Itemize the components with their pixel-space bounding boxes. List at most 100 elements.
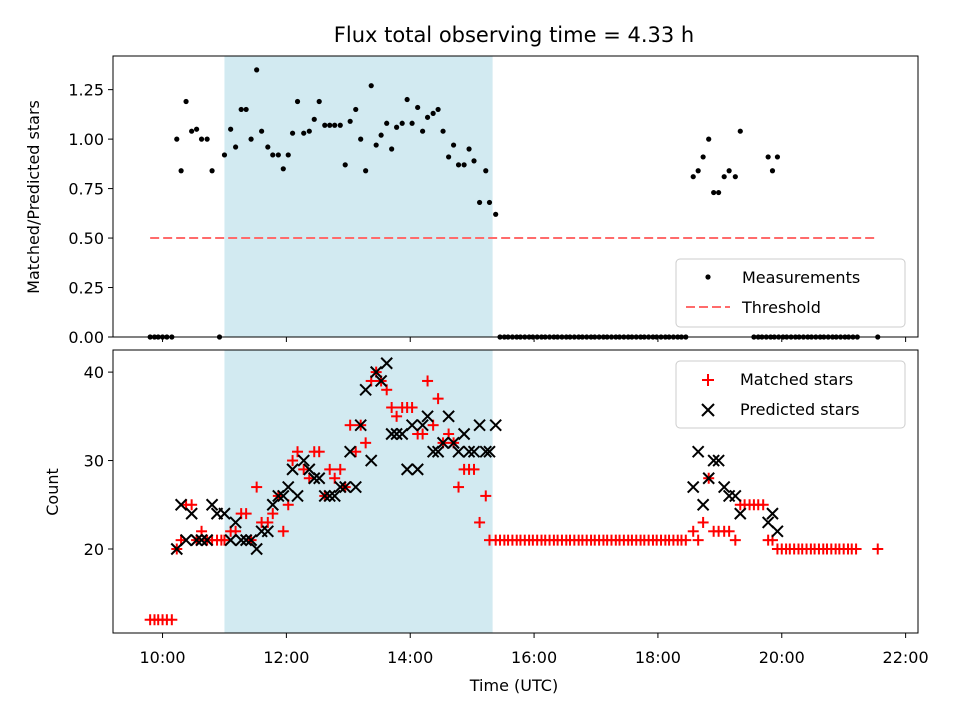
matched-star-point xyxy=(432,393,444,405)
predicted-star-point xyxy=(416,418,429,432)
predicted-star-point xyxy=(447,436,460,450)
predicted-star-point xyxy=(702,472,715,485)
predicted-star-point xyxy=(421,410,434,423)
measurement-point xyxy=(347,118,353,124)
predicted-star-point xyxy=(411,463,424,476)
predicted-star-point xyxy=(483,445,496,458)
predicted-star-point xyxy=(328,489,341,503)
x-tick-label: 20:00 xyxy=(759,648,805,667)
matched-star-point xyxy=(480,490,492,502)
top-axes-frame xyxy=(112,55,919,338)
measurement-point xyxy=(471,158,477,164)
predicted-star-point xyxy=(426,445,440,458)
x-tick-label: 14:00 xyxy=(387,648,433,667)
x-tick-label: 12:00 xyxy=(263,648,309,667)
predicted-star-point xyxy=(354,418,367,432)
legend-threshold-label: Threshold xyxy=(741,298,821,317)
matched-star-point xyxy=(218,534,230,546)
predicted-star-point xyxy=(712,454,725,467)
predicted-star-point xyxy=(390,427,403,441)
predicted-star-point xyxy=(234,533,248,547)
matched-star-point xyxy=(687,525,699,537)
top-y-tick-label: 0.00 xyxy=(68,328,104,347)
predicted-star-point xyxy=(205,498,219,511)
measurement-point xyxy=(690,174,696,180)
measurement-point xyxy=(711,189,717,196)
measurement-point xyxy=(389,146,395,152)
matched-star-point xyxy=(298,463,310,475)
predicted-star-point xyxy=(479,445,492,458)
predicted-star-point xyxy=(266,498,279,511)
measurement-point xyxy=(306,128,312,134)
matched-star-point xyxy=(267,508,279,520)
x-tick-label: 10:00 xyxy=(139,648,185,667)
matched-star-point xyxy=(468,463,480,475)
measurement-point xyxy=(275,152,281,158)
matched-star-point xyxy=(729,534,741,546)
predicted-star-point xyxy=(318,489,331,503)
predicted-star-point xyxy=(179,533,193,547)
predicted-star-point xyxy=(696,498,710,511)
measurement-point xyxy=(430,110,436,116)
measurement-point xyxy=(700,154,706,160)
measurement-point xyxy=(178,168,184,174)
x-tick-label: 22:00 xyxy=(883,648,929,667)
top-y-tick-label: 1.00 xyxy=(68,130,104,149)
matched-star-point xyxy=(334,463,346,475)
matched-star-point xyxy=(262,516,274,528)
bottom-y-tick-label: 30 xyxy=(84,452,104,471)
predicted-star-point xyxy=(200,533,214,547)
predicted-star-point xyxy=(339,480,352,494)
measurement-point xyxy=(316,98,322,105)
measurement-point xyxy=(378,132,384,138)
predicted-star-point xyxy=(380,357,393,370)
measurement-point xyxy=(311,116,317,122)
measurement-point xyxy=(774,154,781,160)
measurement-point xyxy=(228,126,234,132)
matched-star-point xyxy=(422,375,434,387)
measurement-point xyxy=(368,83,374,89)
legend-matched-label: Matched stars xyxy=(740,370,853,389)
measurement-point xyxy=(221,152,228,158)
predicted-star-point xyxy=(369,365,383,379)
measurement-point xyxy=(363,168,369,174)
top-y-ticks: 0.00 0.25 0.50 0.75 1.00 1.25 xyxy=(68,81,113,347)
measurement-point xyxy=(493,211,499,217)
measurement-point xyxy=(721,174,727,180)
measurement-point xyxy=(337,122,343,128)
legend-matched-marker xyxy=(702,374,714,386)
predicted-star-point xyxy=(218,507,231,520)
predicted-star-point xyxy=(489,418,502,432)
measurement-point xyxy=(716,189,722,196)
measurement-point xyxy=(732,174,738,180)
predicted-star-point xyxy=(250,542,263,556)
measurement-point xyxy=(238,106,244,113)
predicted-star-point xyxy=(467,445,481,458)
predicted-star-point xyxy=(473,418,486,432)
matched-star-point xyxy=(360,437,372,449)
predicted-star-point xyxy=(365,454,378,467)
matched-star-point xyxy=(723,525,735,537)
x-axis-label: Time (UTC) xyxy=(469,676,558,695)
matched-star-point xyxy=(186,499,198,511)
top-legend-box xyxy=(675,258,906,328)
predicted-star-point xyxy=(687,480,700,494)
predicted-star-point xyxy=(286,463,299,476)
predicted-star-point xyxy=(272,489,285,503)
measurement-point xyxy=(373,142,379,148)
measurement-point xyxy=(280,166,286,172)
predicted-stars-points xyxy=(170,357,784,556)
matched-star-point xyxy=(406,401,418,413)
measurement-point xyxy=(384,120,390,126)
measurement-point xyxy=(294,98,301,105)
bottom-shaded-span xyxy=(224,350,493,633)
measurement-point xyxy=(409,120,415,126)
predicted-star-point xyxy=(195,533,208,547)
measurement-point xyxy=(424,114,431,120)
x-tick-label: 18:00 xyxy=(635,648,681,667)
legend-predicted-marker xyxy=(701,403,715,417)
predicted-star-point xyxy=(707,454,720,467)
measurement-point xyxy=(265,144,271,150)
measurement-point xyxy=(461,162,467,168)
